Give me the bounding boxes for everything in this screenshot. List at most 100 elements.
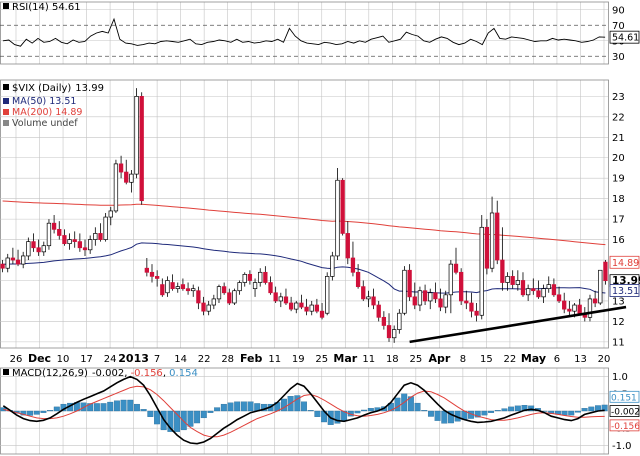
candle-down-body — [227, 292, 232, 304]
macd-histogram-bar — [581, 408, 588, 412]
candle — [567, 300, 572, 316]
candle-up-body — [103, 216, 108, 240]
candle — [510, 270, 515, 289]
candle — [139, 92, 144, 205]
macd-value-tag-label: -0.156 — [611, 422, 640, 432]
macd-histogram-bar — [100, 403, 107, 412]
candle-down-body — [77, 241, 83, 249]
legend-swatch — [3, 98, 9, 104]
candle-down-body — [149, 271, 155, 277]
candle — [422, 284, 428, 306]
candle — [57, 221, 62, 240]
candle — [386, 313, 392, 342]
candle — [531, 278, 536, 295]
macd-histogram-bar — [354, 410, 361, 414]
candle — [278, 292, 283, 308]
macd-histogram-bar — [481, 410, 488, 416]
x-tick-label: 7 — [154, 354, 160, 365]
candle-up-body — [21, 255, 26, 265]
macd-histogram-bar — [33, 410, 40, 415]
candle-up-body — [175, 286, 180, 290]
candle-up-body — [46, 222, 52, 247]
candle — [479, 215, 484, 320]
candle-up-body — [335, 179, 340, 257]
x-tick-label: Mar — [333, 352, 357, 365]
price-tick-label: 23 — [612, 92, 625, 103]
macd-histogram-bar — [414, 402, 421, 412]
candle-up-body — [397, 312, 402, 330]
candle — [294, 300, 299, 314]
candle — [340, 178, 345, 236]
macd-histogram-bar — [187, 410, 194, 427]
candle-up-body — [41, 245, 46, 253]
candle-down-body — [551, 284, 557, 296]
price-panel: 23222120191817161514131211 $VIX (Daily)1… — [0, 79, 640, 349]
candle-up-body — [216, 286, 222, 300]
candle-down-body — [562, 300, 567, 310]
candle-down-body — [15, 259, 21, 265]
macd-histogram-bar — [234, 401, 241, 412]
macd-value-tag — [609, 405, 640, 417]
candle — [350, 241, 356, 277]
candle-down-body — [160, 284, 165, 296]
x-tick-label: 15 — [480, 354, 493, 365]
macd-histogram-bar — [207, 410, 214, 413]
candle — [93, 227, 98, 246]
x-tick-label: 10 — [57, 354, 70, 365]
candle — [113, 159, 119, 213]
candle-up-body — [206, 304, 211, 312]
candle-down-body — [556, 294, 562, 302]
candle-down-body — [268, 282, 273, 294]
candle-down-body — [144, 267, 150, 273]
x-tick-label: Feb — [240, 352, 263, 365]
macd-value-tag — [609, 419, 640, 432]
price-value-tag-label: 14.89 — [612, 258, 639, 269]
price-frame — [0, 79, 609, 349]
candle — [469, 292, 474, 318]
candle — [72, 231, 77, 248]
candle-down-body — [299, 302, 304, 308]
macd-histogram-bar — [574, 410, 581, 413]
candle-up-body — [88, 239, 93, 251]
candle-down-body — [495, 212, 500, 261]
candle — [134, 88, 139, 179]
symbol-name: $VIX (Daily) — [12, 83, 71, 94]
x-tick-label: Apr — [428, 352, 450, 365]
candle — [237, 280, 242, 295]
macd-histogram-bar — [247, 401, 254, 412]
candle-up-body — [278, 296, 283, 302]
candle-up-body — [67, 239, 72, 245]
macd-histogram-bar — [180, 410, 187, 431]
candle — [103, 212, 108, 242]
macd-histogram-bar — [528, 405, 535, 412]
candle-down-body — [273, 292, 278, 302]
candle-down-body — [484, 226, 490, 269]
candle — [402, 266, 407, 316]
legend-label: MA(200) 14.89 — [12, 107, 82, 118]
candle — [397, 309, 402, 334]
candle — [196, 286, 201, 310]
candle — [191, 284, 196, 297]
candle — [10, 247, 16, 265]
rsi-panel: 90705030 RSI(14) 54.61 54.61 — [0, 0, 640, 66]
candle — [252, 278, 258, 297]
macd-histogram-bar — [588, 406, 595, 412]
candle-up-body — [572, 304, 577, 312]
macd-histogram-bar — [494, 410, 501, 412]
macd-histogram-bar — [120, 399, 127, 412]
candle-down-body — [72, 239, 77, 242]
candle-down-body — [520, 280, 526, 296]
candle — [562, 292, 567, 314]
candle-down-body — [355, 271, 361, 287]
x-tick-label: 14 — [174, 354, 187, 365]
candle — [201, 296, 206, 316]
candle-down-body — [469, 302, 474, 312]
candle — [21, 251, 26, 269]
x-tick-label: 20 — [598, 354, 611, 365]
candle-down-body — [361, 286, 366, 300]
candle — [304, 298, 309, 316]
candle-up-body — [443, 294, 448, 308]
legend-swatch — [3, 109, 9, 115]
x-tick-label: 24 — [104, 354, 117, 365]
candle — [242, 272, 247, 287]
